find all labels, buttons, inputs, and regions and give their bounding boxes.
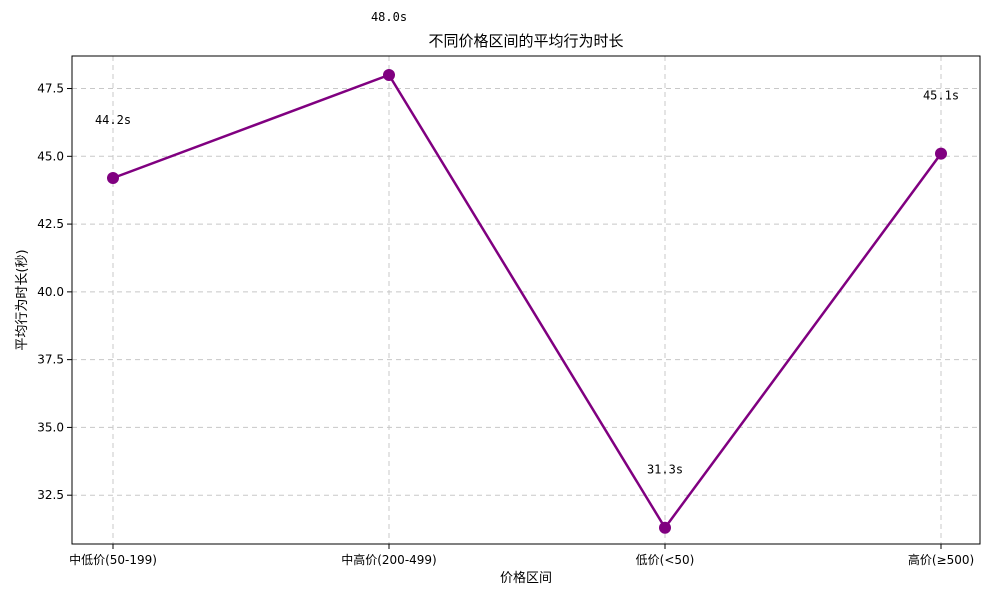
grid-layer xyxy=(72,56,980,544)
data-label: 48.0s xyxy=(371,10,407,24)
data-label: 44.2s xyxy=(95,113,131,127)
ticks-layer: 32.5 35.0 37.5 40.0 42.5 45.0 47.5 中低价(50-199) 中… xyxy=(37,82,974,567)
data-point xyxy=(383,68,395,81)
data-label: 45.1s xyxy=(923,89,959,103)
y-tick-label: 42.5 xyxy=(37,217,64,231)
series-layer xyxy=(107,68,947,534)
data-point xyxy=(935,147,947,160)
y-tick-label: 32.5 xyxy=(37,488,64,502)
data-labels-layer: 44.2s 48.0s 31.3s 45.1s xyxy=(95,10,959,477)
data-point xyxy=(107,172,119,184)
y-axis-label: 平均行为时长(秒) xyxy=(15,249,30,350)
chart-title: 不同价格区间的平均行为时长 xyxy=(428,32,623,50)
y-tick-label: 47.5 xyxy=(37,82,64,96)
x-axis-label: 价格区间 xyxy=(500,570,552,586)
y-tick-label: 35.0 xyxy=(37,420,64,434)
plot-area-frame xyxy=(71,55,981,545)
x-tick-label: 高价(≥500) xyxy=(908,552,974,567)
data-point xyxy=(659,521,671,534)
data-label: 31.3s xyxy=(647,463,683,477)
y-tick-label: 37.5 xyxy=(37,353,64,367)
y-tick-label: 45.0 xyxy=(37,149,64,163)
x-tick-label: 中高价(200-499) xyxy=(341,552,437,567)
series-line xyxy=(112,73,943,529)
y-tick-label: 40.0 xyxy=(37,285,64,299)
x-tick-label: 低价(<50) xyxy=(636,553,695,567)
x-tick-label: 中低价(50-199) xyxy=(69,552,157,567)
